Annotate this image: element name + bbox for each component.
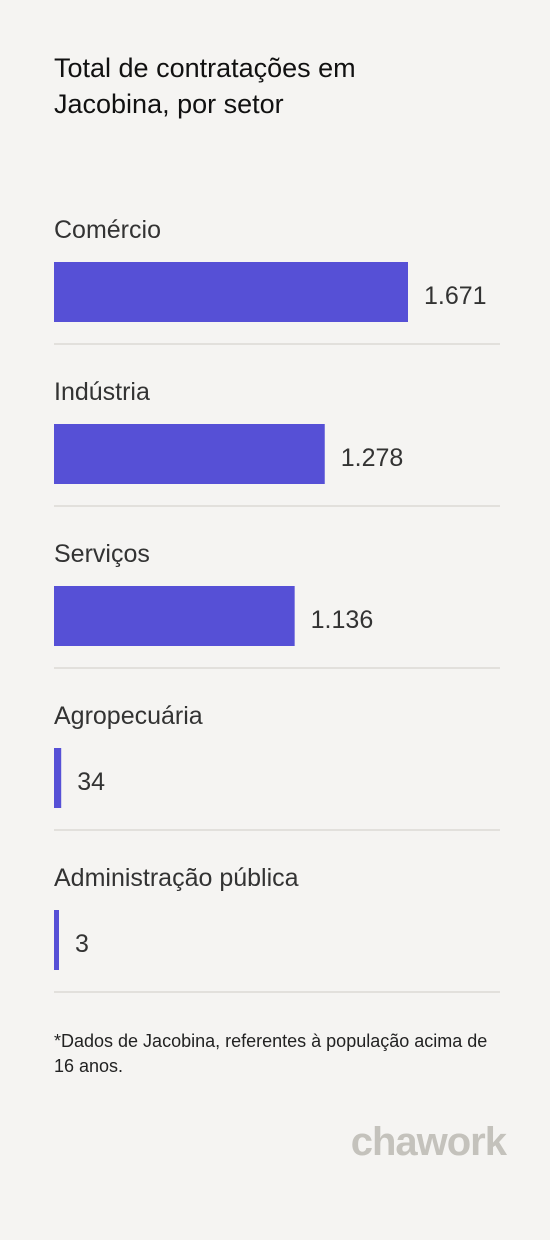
value-label-comercio: 1.671 [424,282,487,310]
value-label-administracao-publica: 3 [75,930,89,958]
row-divider [54,343,500,345]
row-divider [54,505,500,507]
value-label-agropecuaria: 34 [77,768,105,796]
bar-industria [54,424,325,484]
category-label-servicos: Serviços [54,540,150,568]
category-label-industria: Indústria [54,378,150,406]
category-label-administracao-publica: Administração pública [54,864,299,892]
bar-agropecuaria [54,748,62,808]
chawork-logo: chawork [350,1120,507,1164]
row-divider [54,991,500,993]
category-label-comercio: Comércio [54,216,161,244]
row-divider [54,667,500,669]
bar-comercio [54,262,408,322]
row-divider [54,829,500,831]
footnote: *Dados de Jacobina, referentes à populaç… [54,1031,488,1076]
value-label-industria: 1.278 [341,444,404,472]
category-label-agropecuaria: Agropecuária [54,702,203,730]
bar-chart: Comércio 1.671 Indústria 1.278 Serviços 1.136… [54,216,500,993]
bar-servicos [54,586,295,646]
chart-title: Total de contratações em Jacobina, por s… [54,53,356,119]
value-label-servicos: 1.136 [311,606,374,634]
bar-administracao-publica [54,910,59,970]
